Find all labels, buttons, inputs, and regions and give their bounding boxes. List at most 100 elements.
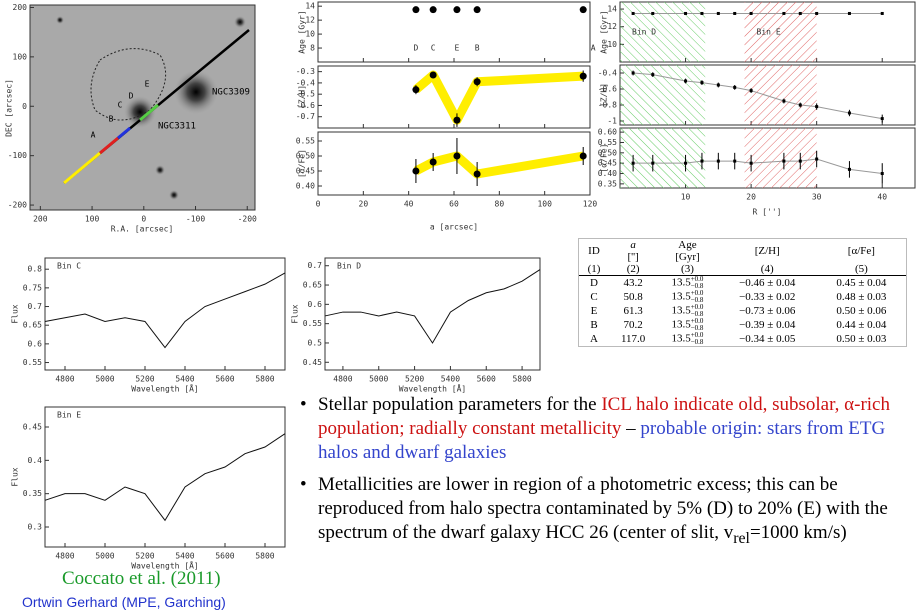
data-point bbox=[412, 86, 420, 94]
data-point bbox=[412, 6, 420, 14]
slit-segment bbox=[63, 151, 101, 185]
x-tick-label: 40 bbox=[877, 193, 887, 202]
age-up: +0.0 bbox=[690, 275, 704, 283]
x-tick-label: 4800 bbox=[333, 375, 352, 384]
cell: D bbox=[590, 277, 598, 289]
bin-region bbox=[744, 2, 817, 62]
y-tick-label: 200 bbox=[13, 3, 28, 12]
x-tick-label: 5600 bbox=[215, 552, 234, 561]
cell: 0.48 ± 0.03 bbox=[836, 291, 887, 303]
y-tick-label: -0.5 bbox=[296, 90, 315, 99]
spectrum bbox=[44, 433, 286, 522]
trend-line bbox=[633, 72, 883, 120]
cell: 13.5 +0.0 −0.8 bbox=[657, 304, 717, 318]
table-row: A 117.0 13.5 +0.0 −0.8 −0.34 ± 0.05 0.50 ± 0.0… bbox=[579, 332, 906, 346]
data-point bbox=[429, 6, 437, 14]
header-text: [Z/H] bbox=[754, 245, 780, 257]
y-tick-label: -0.6 bbox=[598, 85, 617, 94]
data-point bbox=[749, 11, 753, 15]
data-point bbox=[579, 72, 587, 80]
data-point bbox=[733, 85, 737, 89]
x-tick-label: 100 bbox=[537, 200, 552, 209]
cell: 50.8 bbox=[623, 291, 643, 303]
cell: 0.50 ± 0.03 bbox=[836, 333, 887, 345]
point-letter: A bbox=[591, 44, 596, 53]
column-number: (2) bbox=[626, 263, 640, 275]
bullet-text: Metallicities are lower in region of a p… bbox=[318, 474, 888, 543]
table-row: E 61.3 13.5 +0.0 −0.8 −0.73 ± 0.06 0.50 ± 0.06 bbox=[579, 304, 906, 318]
age-errors: +0.0 −0.8 bbox=[691, 318, 704, 332]
cell: 0.50 ± 0.06 bbox=[836, 305, 887, 317]
cell: −0.46 ± 0.04 bbox=[739, 277, 796, 289]
data-point bbox=[733, 159, 737, 163]
plot-frame bbox=[44, 257, 286, 371]
y-tick-label: 12 bbox=[305, 16, 315, 25]
age-up: +0.0 bbox=[690, 331, 704, 339]
image-label: NGC3309 bbox=[212, 88, 250, 98]
x-tick-label: -200 bbox=[238, 215, 257, 224]
data-point bbox=[716, 11, 720, 15]
y-axis-label: [Z/H] bbox=[298, 85, 307, 109]
column-number: (3) bbox=[681, 263, 694, 275]
x-axis-label: Wavelength [Å] bbox=[131, 383, 198, 394]
data-point bbox=[815, 105, 819, 109]
cell: 13.5 +0.0 −0.8 bbox=[657, 332, 717, 346]
x-tick-label: 200 bbox=[33, 215, 48, 224]
y-axis-label: Flux bbox=[11, 467, 20, 486]
bin-region bbox=[620, 65, 706, 125]
cell: −0.73 ± 0.06 bbox=[739, 305, 796, 317]
x-tick-label: 20 bbox=[746, 193, 756, 202]
x-tick-label: -100 bbox=[186, 215, 205, 224]
image-label: C bbox=[118, 101, 123, 110]
image-label: A bbox=[91, 131, 96, 140]
y-tick-label: -1 bbox=[607, 117, 617, 126]
data-point bbox=[651, 11, 655, 15]
x-tick-label: 5000 bbox=[95, 552, 114, 561]
x-tick-label: 5400 bbox=[175, 375, 194, 384]
image-label: B bbox=[109, 115, 114, 124]
x-axis-label: a [arcsec] bbox=[430, 223, 478, 232]
x-tick-label: 5200 bbox=[135, 375, 154, 384]
data-point bbox=[412, 167, 420, 175]
y-tick-label: -0.3 bbox=[296, 67, 315, 76]
column-number: (1) bbox=[587, 263, 601, 275]
slit-segment bbox=[117, 126, 131, 140]
y-tick-label: 0.50 bbox=[598, 148, 617, 157]
bin-label: Bin E bbox=[757, 28, 781, 37]
age-errors: +0.0 −0.8 bbox=[691, 276, 704, 290]
data-point bbox=[782, 159, 786, 163]
y-tick-label: 0.8 bbox=[28, 265, 43, 274]
y-axis-label: [α/Fe] bbox=[600, 144, 609, 173]
header-text: [α/Fe] bbox=[847, 245, 875, 257]
bin-region bbox=[620, 128, 706, 188]
y-axis-label: Age [Gyr] bbox=[298, 10, 307, 53]
data-point bbox=[473, 170, 481, 178]
cell: 0.45 ± 0.04 bbox=[836, 277, 887, 289]
cell: 13.5 +0.0 −0.8 bbox=[657, 318, 717, 332]
image-label: NGC3311 bbox=[158, 122, 196, 132]
cell: −0.39 ± 0.04 bbox=[739, 319, 796, 331]
y-tick-label: 14 bbox=[305, 2, 315, 11]
header-text: ID bbox=[588, 245, 600, 257]
galaxy bbox=[124, 96, 156, 128]
age-value: 13.5 bbox=[671, 276, 691, 289]
bin-region bbox=[744, 128, 817, 188]
data-point bbox=[453, 6, 461, 14]
y-tick-label: -0.7 bbox=[296, 112, 315, 121]
spectrum bbox=[44, 272, 286, 349]
y-tick-label: 0.50 bbox=[296, 152, 315, 161]
unit-text: [''] bbox=[627, 251, 639, 263]
data-point bbox=[716, 159, 720, 163]
y-axis-label: DEC [arcsec] bbox=[5, 79, 14, 137]
y-tick-label: 0.4 bbox=[28, 456, 43, 465]
data-point bbox=[847, 167, 851, 171]
y-tick-label: 0 bbox=[22, 102, 27, 111]
age-errors: +0.0 −0.8 bbox=[691, 332, 704, 346]
data-point bbox=[429, 71, 437, 79]
spectrum bbox=[324, 269, 541, 344]
bullet-text: Stellar population parameters for the bbox=[318, 394, 602, 415]
data-point bbox=[815, 11, 819, 15]
author: Ortwin Gerhard (MPE, Garching) bbox=[22, 594, 226, 610]
x-tick-label: 4800 bbox=[55, 375, 74, 384]
y-axis-label: Flux bbox=[291, 304, 300, 323]
